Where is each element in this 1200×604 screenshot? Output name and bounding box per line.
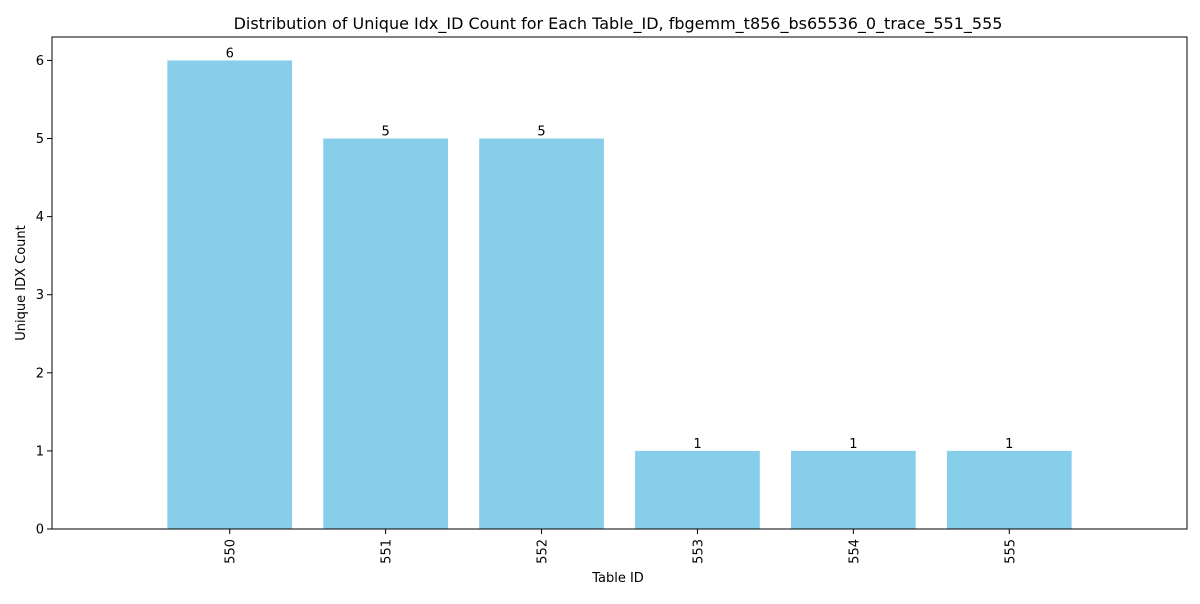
y-tick-label-1: 1 — [36, 444, 44, 459]
bar-553 — [635, 450, 760, 529]
x-tick-label-555: 555 — [1003, 539, 1018, 564]
bar-554 — [790, 450, 916, 529]
data-labels-group: 6 5 5 1 1 1 — [226, 46, 1014, 451]
x-axis: 550 551 552 553 554 555 — [224, 529, 1018, 564]
y-tick-label-6: 6 — [36, 54, 44, 69]
y-tick-label-3: 3 — [36, 288, 44, 303]
data-label-553: 1 — [693, 437, 701, 452]
bar-551 — [323, 138, 449, 529]
data-label-555: 1 — [1005, 437, 1013, 452]
y-axis-label: Unique IDX Count — [14, 225, 29, 340]
x-tick-label-552: 552 — [536, 539, 551, 564]
bars-group — [167, 60, 1072, 530]
chart-title: Distribution of Unique Idx_ID Count for … — [234, 14, 1003, 34]
x-tick-label-551: 551 — [380, 539, 395, 564]
data-label-552: 5 — [537, 125, 545, 140]
y-tick-label-4: 4 — [36, 210, 44, 225]
x-axis-label: Table ID — [591, 571, 644, 586]
x-tick-label-554: 554 — [847, 539, 862, 564]
plot-frame — [51, 36, 1188, 530]
bar-550 — [167, 60, 293, 530]
bar-555 — [946, 450, 1072, 529]
bar-552 — [479, 138, 604, 529]
x-tick-label-550: 550 — [224, 539, 239, 564]
y-axis: 0 1 2 3 4 5 6 — [36, 54, 52, 538]
y-tick-label-5: 5 — [36, 132, 44, 147]
data-label-554: 1 — [849, 437, 857, 452]
data-label-550: 6 — [226, 46, 234, 61]
data-label-551: 5 — [381, 125, 389, 140]
x-tick-label-553: 553 — [691, 539, 706, 564]
y-tick-label-2: 2 — [36, 366, 44, 381]
y-tick-label-0: 0 — [36, 523, 44, 538]
